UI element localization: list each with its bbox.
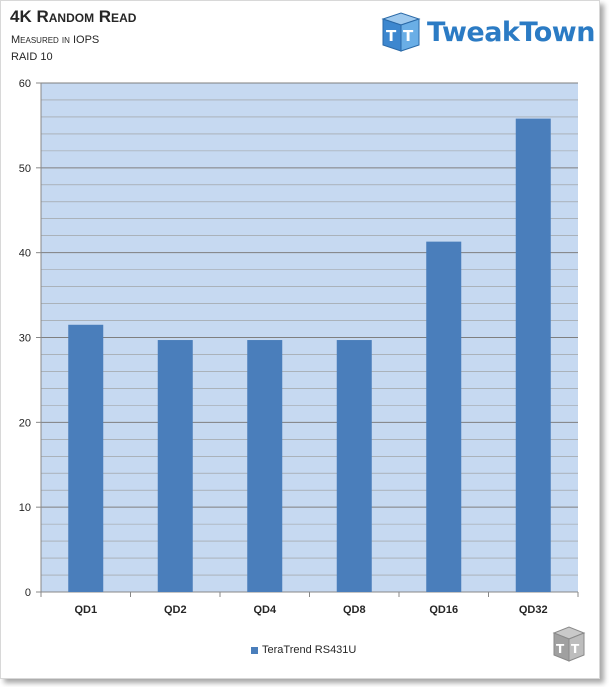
x-tick-label: QD2 [164,604,187,616]
chart-subtitle-raid: RAID 10 [11,51,53,63]
bar [247,340,283,592]
y-tick-label: 60 [19,78,31,90]
x-tick-label: QD16 [429,604,458,616]
y-tick-label: 20 [19,417,31,429]
y-tick-label: 50 [19,163,31,175]
tt-cube-small-icon: T T [552,626,586,662]
svg-text:T: T [386,27,397,45]
bar [426,241,462,592]
logo-text: TweakTown [427,17,595,48]
y-tick-label: 40 [19,248,31,260]
legend: TeraTrend RS431U [251,644,356,656]
tt-cube-logo-icon: T T [381,12,421,52]
tweaktown-logo: T T TweakTown [379,11,595,57]
x-tick-label: QD4 [253,604,277,616]
y-tick-label: 0 [25,587,31,599]
svg-text:T: T [403,27,414,45]
x-tick-label: QD1 [74,604,97,616]
x-tick-label: QD8 [343,604,366,616]
legend-swatch [251,646,258,654]
svg-text:T: T [556,642,565,656]
svg-text:T: T [571,642,580,656]
chart-frame: 4K Random Read Measured in IOPS RAID 10 … [0,0,600,679]
chart-title: 4K Random Read [10,7,137,26]
bar [515,118,551,592]
legend-label: TeraTrend RS431U [262,644,357,656]
x-tick-label: QD32 [519,604,548,616]
bar [157,340,193,592]
bar-chart: 0 10 20 30 40 50 60 QD1 QD2 QD4 QD8 QD16 QD32 [19,78,579,616]
bar [68,324,104,592]
bar [336,340,372,592]
y-tick-label: 10 [19,502,31,514]
chart-subtitle: Measured in IOPS [11,34,100,46]
y-tick-label: 30 [19,333,31,345]
